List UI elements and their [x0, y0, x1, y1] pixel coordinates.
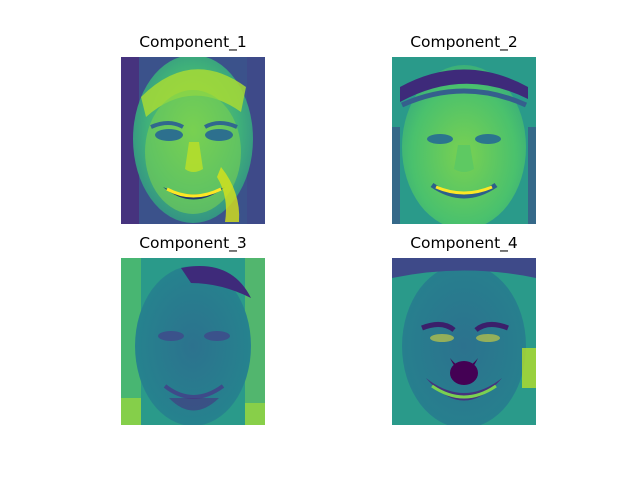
- component-1-face-image: [121, 57, 265, 224]
- component-1-title: Component_1: [139, 33, 247, 51]
- component-2-face-image: [392, 57, 536, 224]
- component-4-face-image: [392, 258, 536, 425]
- component-3-title: Component_3: [139, 234, 247, 252]
- component-3-face-image: [121, 258, 265, 425]
- component-4-title: Component_4: [410, 234, 518, 252]
- component-2-title: Component_2: [410, 33, 518, 51]
